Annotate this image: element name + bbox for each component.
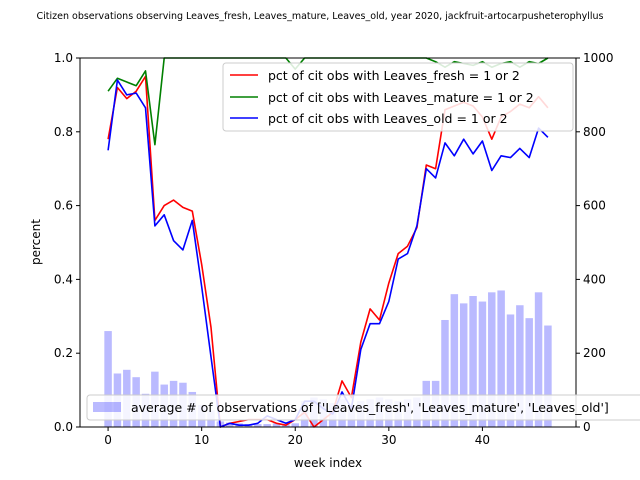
obs-bar (497, 290, 505, 427)
y-tick-label: 0.2 (54, 346, 73, 360)
x-tick-label: 20 (288, 433, 303, 447)
legend-label-fresh: pct of cit obs with Leaves_fresh = 1 or … (268, 68, 520, 83)
obs-bar (534, 292, 543, 427)
obs-bar (104, 331, 112, 427)
obs-bar (488, 292, 496, 427)
obs-bar (506, 314, 515, 427)
y-axis-ticks: 0.0 0.2 0.4 0.6 0.8 1.0 (54, 51, 80, 434)
y-tick-label: 0.0 (54, 420, 73, 434)
y-right-tick-label: 200 (583, 346, 606, 360)
plot-frame (79, 57, 577, 428)
obs-bar (525, 318, 533, 427)
x-tick-label: 10 (194, 433, 209, 447)
y-tick-label: 1.0 (54, 51, 73, 65)
legend-swatch-bars (93, 402, 121, 412)
legend-label-bars: average # of observations of ['Leaves_fr… (131, 400, 609, 415)
x-axis-label: week index (294, 456, 362, 470)
obs-bar (263, 424, 271, 427)
y-right-tick-label: 1000 (583, 51, 614, 65)
y-axis-label: percent (29, 219, 43, 265)
y-right-tick-label: 600 (583, 199, 606, 213)
x-tick-label: 30 (381, 433, 396, 447)
lower-legend-box (86, 394, 640, 421)
obs-bar (544, 325, 552, 427)
x-axis-ticks: 0 10 20 30 40 (104, 427, 490, 447)
obs-bar (441, 319, 449, 427)
obs-bar (459, 303, 468, 427)
obs-bar (272, 423, 281, 427)
y-right-tick-label: 0 (583, 420, 591, 434)
obs-bar (225, 422, 234, 427)
obs-bar (291, 423, 299, 427)
lower-legend: average # of observations of ['Leaves_fr… (86, 394, 640, 421)
y-axis-right-ticks: 0 200 400 600 800 1000 (576, 51, 614, 434)
upper-legend-box (222, 62, 574, 132)
obs-bar (254, 424, 262, 427)
y-tick-label: 0.8 (54, 125, 73, 139)
obs-bar (469, 296, 477, 427)
chart-title: Citizen observations observing Leaves_fr… (37, 11, 604, 22)
y-right-tick-label: 400 (583, 272, 606, 286)
x-tick-label: 40 (475, 433, 490, 447)
y-tick-label: 0.6 (54, 199, 73, 213)
upper-legend: pct of cit obs with Leaves_fresh = 1 or … (222, 62, 574, 132)
obs-bar (478, 301, 487, 427)
legend-label-old: pct of cit obs with Leaves_old = 1 or 2 (268, 111, 508, 126)
obs-bar (516, 305, 524, 427)
legend-label-mature: pct of cit obs with Leaves_mature = 1 or… (268, 90, 534, 105)
obs-bar (450, 294, 459, 427)
y-right-tick-label: 800 (583, 125, 606, 139)
x-tick-label: 0 (104, 433, 112, 447)
y-tick-label: 0.4 (54, 272, 73, 286)
